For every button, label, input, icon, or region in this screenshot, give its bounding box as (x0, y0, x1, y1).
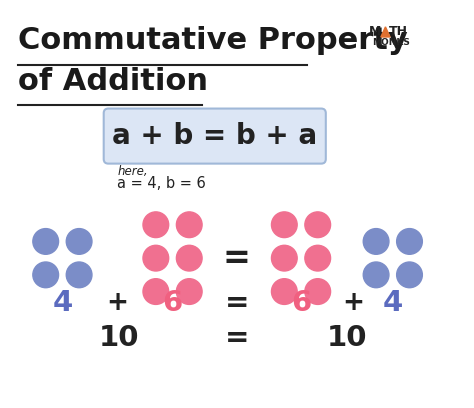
Text: 10: 10 (327, 324, 367, 352)
Text: 6: 6 (291, 289, 311, 317)
Text: =: = (223, 242, 251, 275)
Circle shape (305, 245, 330, 271)
Circle shape (143, 279, 169, 304)
Circle shape (272, 279, 297, 304)
Text: of Addition: of Addition (18, 67, 209, 96)
Circle shape (272, 212, 297, 237)
Text: a = 4, b = 6: a = 4, b = 6 (118, 177, 206, 191)
Text: =: = (225, 324, 249, 352)
Circle shape (363, 262, 389, 288)
Text: TH: TH (389, 25, 408, 38)
Text: Commutative Property: Commutative Property (18, 26, 408, 55)
Polygon shape (381, 27, 390, 37)
Circle shape (272, 245, 297, 271)
Text: 10: 10 (99, 324, 139, 352)
Circle shape (143, 245, 169, 271)
Circle shape (143, 212, 169, 237)
Text: 6: 6 (163, 289, 182, 317)
Text: +: + (342, 290, 365, 316)
Circle shape (397, 262, 422, 288)
Circle shape (66, 228, 92, 254)
Circle shape (33, 262, 59, 288)
FancyBboxPatch shape (104, 109, 326, 164)
Circle shape (176, 212, 202, 237)
Circle shape (33, 228, 59, 254)
Circle shape (363, 228, 389, 254)
Circle shape (176, 245, 202, 271)
Text: =: = (225, 289, 249, 317)
Circle shape (397, 228, 422, 254)
Text: 4: 4 (383, 289, 403, 317)
Text: MONKS: MONKS (373, 38, 410, 47)
Circle shape (66, 262, 92, 288)
Text: a + b = b + a: a + b = b + a (112, 122, 317, 150)
Circle shape (176, 279, 202, 304)
Circle shape (305, 279, 330, 304)
Circle shape (305, 212, 330, 237)
Text: +: + (107, 290, 128, 316)
Text: here,: here, (118, 166, 148, 178)
Text: M: M (369, 25, 381, 38)
Text: 4: 4 (52, 289, 73, 317)
